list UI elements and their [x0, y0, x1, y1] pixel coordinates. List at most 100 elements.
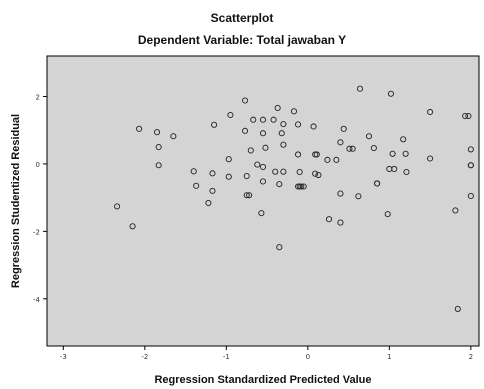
data-point [155, 162, 162, 169]
data-point [427, 155, 434, 162]
chart-subtitle: Dependent Variable: Total jawaban Y [137, 33, 347, 47]
data-point [312, 151, 319, 158]
data-point [454, 305, 461, 312]
data-point [270, 116, 277, 123]
data-point [467, 162, 474, 169]
x-tick-label: 1 [387, 353, 391, 361]
data-point [370, 145, 377, 152]
data-point [294, 183, 302, 190]
data-point [278, 130, 285, 137]
data-point [259, 163, 267, 170]
data-point [136, 125, 143, 132]
chart-title: Scatterplot [210, 11, 274, 25]
data-point [243, 172, 250, 180]
data-point [452, 207, 459, 214]
data-point [290, 108, 298, 115]
data-point [259, 130, 267, 137]
data-point [300, 183, 307, 190]
data-point [337, 139, 344, 146]
data-points [114, 85, 474, 312]
data-point [312, 170, 319, 177]
data-point [465, 112, 472, 120]
x-axis: -3 -2 -1 0 1 2 [60, 346, 473, 361]
data-point [403, 168, 410, 176]
data-point [337, 219, 344, 226]
data-point [262, 144, 269, 151]
data-point [365, 133, 373, 140]
data-point [467, 192, 474, 199]
data-point [250, 116, 257, 123]
x-tick-label: 2 [469, 353, 473, 361]
data-point [391, 165, 398, 173]
data-point [313, 151, 320, 158]
data-point [209, 170, 216, 177]
data-point [276, 244, 283, 251]
data-point [242, 127, 249, 134]
y-axis-label: Regression Studentized Residual [10, 114, 22, 288]
data-point [346, 145, 353, 152]
data-point [296, 168, 303, 176]
y-tick-label: -4 [33, 296, 41, 304]
data-point [333, 156, 340, 163]
data-point [315, 171, 322, 179]
data-point [280, 121, 287, 128]
data-point [296, 183, 303, 190]
data-point [129, 223, 136, 230]
data-point [402, 150, 409, 157]
data-point [153, 129, 161, 136]
data-point [325, 216, 333, 223]
data-point [114, 203, 121, 210]
data-point [170, 133, 177, 140]
data-point [467, 146, 474, 153]
data-point [155, 143, 162, 151]
data-point [337, 190, 344, 197]
data-point [205, 199, 212, 207]
data-point [389, 150, 396, 157]
y-tick-label: -2 [33, 228, 40, 236]
x-tick-label: -2 [141, 353, 148, 361]
data-point [227, 111, 234, 119]
data-point [340, 125, 347, 132]
data-point [349, 145, 356, 152]
data-point [276, 181, 283, 188]
x-tick-label: 0 [306, 353, 310, 361]
data-point [462, 112, 469, 120]
data-point [211, 121, 218, 128]
data-point [272, 168, 279, 175]
y-axis: 2 0 -2 -4 [33, 93, 47, 304]
data-point [246, 192, 253, 199]
x-tick-label: -3 [60, 353, 67, 361]
data-point [427, 108, 434, 116]
data-point [400, 136, 407, 143]
data-point [294, 151, 302, 158]
plot-area [46, 55, 480, 347]
data-point [280, 141, 287, 148]
x-axis-label: Regression Standardized Predicted Value [154, 374, 371, 386]
data-point [243, 192, 250, 199]
data-point [254, 161, 261, 168]
data-point [356, 85, 364, 92]
x-tick-label: -1 [223, 353, 230, 361]
y-tick-label: 0 [36, 161, 40, 169]
data-point [193, 182, 200, 189]
data-point [374, 180, 381, 187]
data-point [274, 104, 281, 111]
data-point [324, 156, 331, 163]
data-point [247, 147, 254, 154]
data-point [310, 123, 317, 130]
data-point [225, 173, 232, 180]
y-tick-label: 2 [36, 93, 40, 101]
data-point [384, 211, 391, 218]
data-point [280, 168, 287, 175]
data-point [298, 183, 305, 190]
data-point [387, 90, 395, 97]
data-point [190, 168, 197, 175]
data-point [259, 116, 267, 123]
data-point [225, 156, 232, 163]
data-point [209, 187, 216, 194]
data-point [259, 178, 267, 185]
data-point [294, 121, 302, 128]
data-point [355, 193, 362, 200]
data-point [258, 210, 265, 217]
